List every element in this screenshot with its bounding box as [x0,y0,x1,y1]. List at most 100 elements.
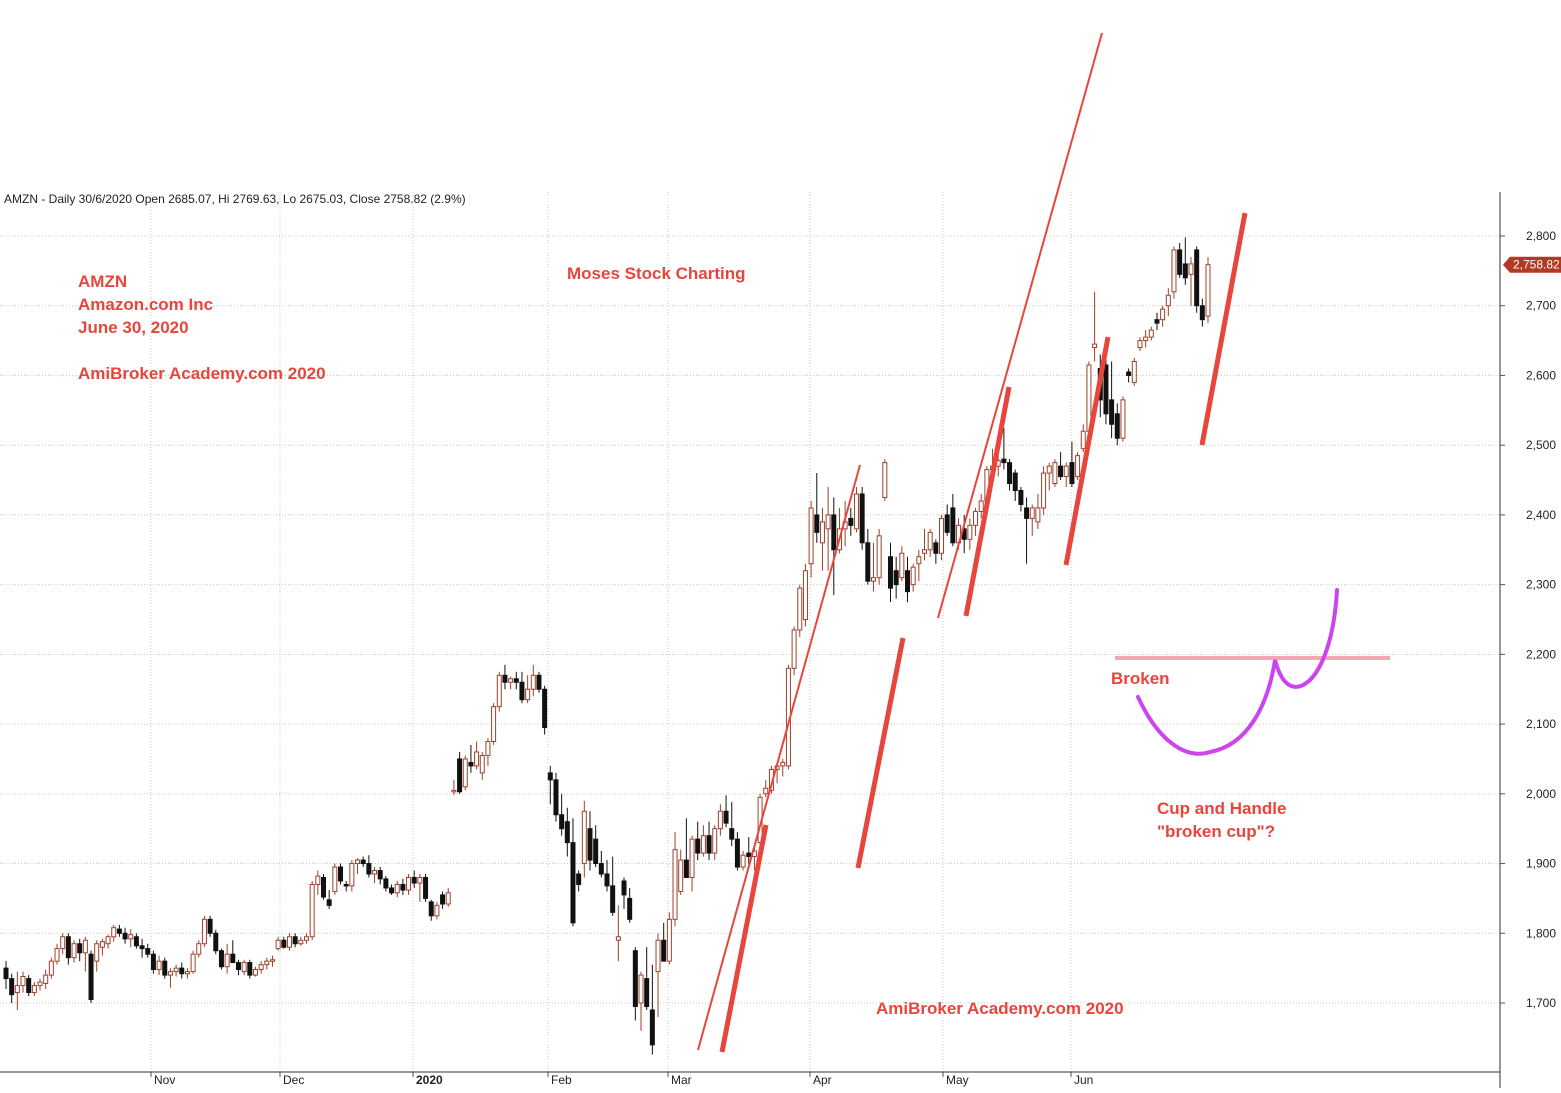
drawing-overlay [697,32,1390,1053]
candle [213,929,219,955]
candle-body [179,967,185,975]
candle-body [20,976,26,987]
candle-body [819,521,825,544]
candle [910,563,916,592]
candle [672,832,678,927]
candle-body [1188,263,1194,275]
candle-body [547,772,553,781]
candle-body [474,751,480,767]
candle-body [1131,361,1137,383]
candle [802,563,808,627]
candle-body [111,927,117,938]
candle [819,507,825,571]
candle [1001,427,1007,470]
x-tick-label: Apr [813,1073,832,1087]
candle-body [394,883,400,894]
candle [190,950,196,974]
candle-body [1052,462,1058,485]
candle [105,934,111,949]
candle [389,884,395,895]
candle-body [576,873,582,885]
candle [876,528,882,585]
candle-body [1001,458,1007,464]
candle-body [275,939,281,950]
candle-body [644,978,650,1007]
candle [570,818,576,927]
candle-body [678,859,684,892]
candle [20,971,26,993]
candle-body [581,810,587,865]
x-tick-label: May [946,1073,969,1087]
candle [859,487,865,550]
candle-body [286,936,292,948]
candle [457,751,463,794]
candle [94,940,100,972]
x-tick-label: Feb [551,1073,572,1087]
candle [423,874,429,902]
candle-body [457,758,463,793]
candle-body [887,556,893,589]
candle-body [292,936,298,945]
trend-line-may [963,386,1012,617]
candle [587,811,593,871]
company-label: Amazon.com Inc [78,295,214,314]
candle-body [1029,507,1035,519]
candle-body [247,962,253,976]
candle [400,878,406,895]
candle [383,876,389,892]
candle [627,887,633,923]
candle [468,745,474,773]
candle-body [338,866,344,882]
candle-body [269,959,275,962]
y-tick-label: 2,100 [1526,717,1556,731]
candle [445,887,451,907]
candle [922,528,928,561]
candle-body [1058,465,1064,478]
candle [1188,256,1194,306]
candle-body [587,828,593,861]
candle [474,741,480,770]
candle-body [700,835,706,854]
candle-body [536,674,542,690]
x-tick-label: Nov [154,1073,175,1087]
candle-body [734,838,740,868]
candle [519,671,525,704]
y-tick-label: 2,000 [1526,787,1556,801]
candle [870,542,876,592]
candle-body [570,842,576,924]
candle-body [1177,249,1183,275]
candle [440,891,446,909]
candle [37,978,43,991]
candle-body [1182,263,1188,279]
candle [321,874,327,900]
candle [1109,361,1115,439]
candle-body [128,934,134,940]
candle [349,860,355,892]
candle-body [910,566,916,586]
candle [899,546,905,582]
candle-body [162,960,168,976]
candle-body [343,883,349,887]
candle-body [105,936,111,945]
candle [848,507,854,536]
y-tick-label: 2,800 [1526,229,1556,243]
candle-body [542,688,548,729]
candle [649,964,655,1055]
candle [1182,237,1188,285]
candle [247,959,253,979]
candle [593,825,599,868]
candle [655,933,661,1017]
candle [700,825,706,857]
candle [610,856,616,916]
candle-body [604,873,610,887]
candle [604,860,610,892]
trend-line-latest [1199,212,1248,446]
candle-body [355,859,361,865]
candle [60,933,66,955]
candle [292,933,298,948]
candle-body [264,960,270,966]
candle [865,528,871,585]
candle-body [530,674,536,690]
candle [944,504,950,536]
candle [950,493,956,547]
